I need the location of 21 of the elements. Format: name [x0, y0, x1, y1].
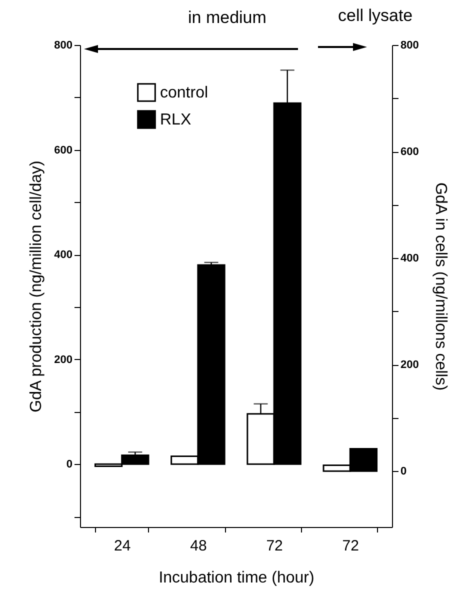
x-axis-title: Incubation time (hour) [158, 570, 314, 586]
x-tick-label: 72 [342, 538, 359, 554]
legend-label: RLX [160, 112, 192, 128]
x-tick-label: 72 [266, 538, 283, 554]
y-tick-label: 600 [54, 144, 72, 156]
y2-tick-label: 400 [400, 252, 419, 265]
y-tick-label: 800 [54, 40, 72, 52]
text: cell lysate [338, 6, 413, 26]
x-tick-label: 48 [190, 538, 207, 554]
y2-axis-title: GdA in cells (ng/millons cells) [432, 182, 449, 391]
y-tick-label: 200 [54, 354, 72, 366]
y2-tick-label: 800 [400, 40, 419, 52]
y-tick-label: 400 [54, 249, 72, 262]
y2-tick-label: 600 [400, 146, 419, 158]
y-axis-title: GdA production (ng/million cell/day) [28, 160, 46, 412]
text: in medium [188, 8, 266, 28]
y-tick-label: 0 [66, 458, 72, 471]
y2-tick-label: 200 [400, 359, 419, 372]
x-tick-label: 24 [114, 538, 131, 554]
y2-tick-label: 0 [400, 466, 407, 478]
legend-label: control [160, 84, 208, 102]
